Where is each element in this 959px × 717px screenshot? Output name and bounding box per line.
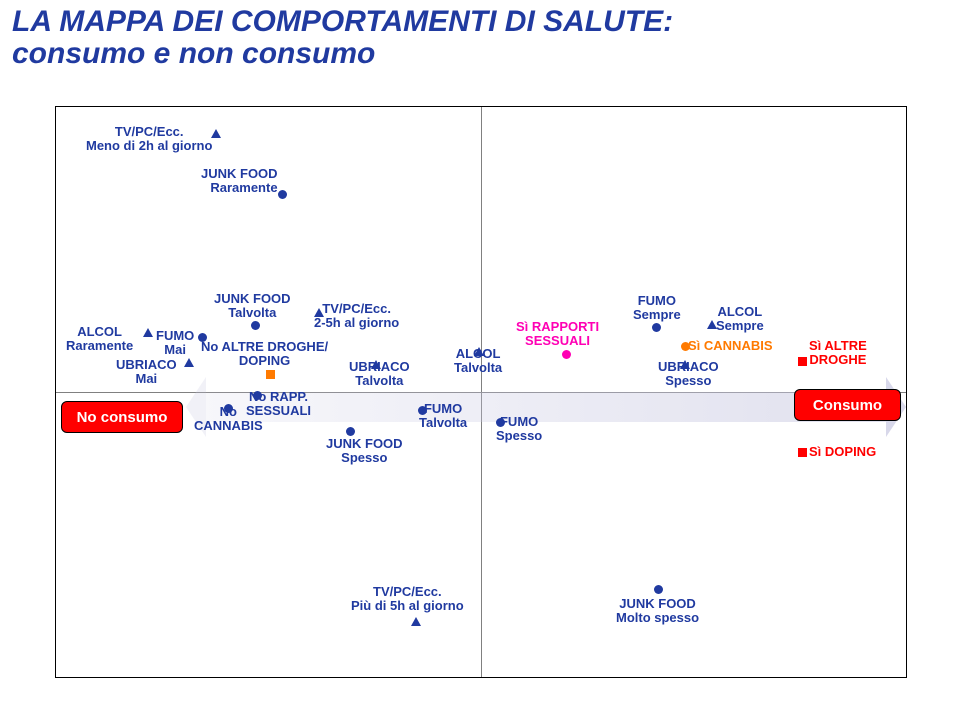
circle-icon [681,342,690,351]
circle-icon [654,585,663,594]
label-tvpc-mid: TV/PC/Ecc. 2-5h al giorno [314,302,399,331]
label-tvpc-top: TV/PC/Ecc. Meno di 2h al giorno [86,125,212,154]
label-alcol-raramente: ALCOL Raramente [66,325,133,354]
circle-icon [278,190,287,199]
circle-icon [346,427,355,436]
square-icon [798,357,807,366]
y-tick [481,269,482,276]
label-fumo-mai: FUMO Mai [156,329,194,358]
y-tick [481,637,482,644]
scatter-plot: TV/PC/Ecc. Meno di 2h al giorno JUNK FOO… [55,106,907,678]
square-icon [266,370,275,379]
title-line-1: LA MAPPA DEI COMPORTAMENTI DI SALUTE: [12,6,942,38]
label-tvpc-bottom: TV/PC/Ecc. Più di 5h al giorno [351,585,464,614]
badge-consumo: Consumo [794,389,901,421]
x-tick [116,392,123,393]
label-alcol-sempre: ALCOL Sempre [716,305,764,334]
triangle-icon [680,360,690,369]
circle-icon [251,321,260,330]
square-icon [798,448,807,457]
label-fumo-talvolta: FUMO Talvolta [419,402,467,431]
circle-icon [253,391,262,400]
triangle-icon [707,320,717,329]
badge-no-consumo: No consumo [61,401,183,433]
circle-icon [418,406,427,415]
label-junkfood-spesso: JUNK FOOD Spesso [326,437,403,466]
y-tick [481,147,482,154]
label-fumo-sempre: FUMO Sempre [633,294,681,323]
page-title: LA MAPPA DEI COMPORTAMENTI DI SALUTE: co… [12,6,942,69]
triangle-icon [211,129,221,138]
label-junkfood-raramente: JUNK FOOD Raramente [201,167,278,196]
triangle-icon [411,617,421,626]
label-si-altre-droghe: Sì ALTRE DROGHE [809,339,867,368]
triangle-icon [184,358,194,367]
label-si-cannabis: Sì CANNABIS [688,339,773,353]
circle-icon [496,418,505,427]
triangle-icon [314,308,324,317]
triangle-icon [474,347,484,356]
triangle-icon [143,328,153,337]
label-si-rapporti: Sì RAPPORTI SESSUALI [516,320,599,349]
label-ubriaco-mai: UBRIACO Mai [116,358,177,387]
label-junkfood-talvolta: JUNK FOOD Talvolta [214,292,291,321]
circle-icon [652,323,661,332]
y-tick [481,515,482,522]
triangle-icon [371,360,381,369]
title-line-2: consumo e non consumo [12,38,942,70]
label-si-doping: Sì DOPING [809,445,876,459]
label-junkfood-molto: JUNK FOOD Molto spesso [616,597,699,626]
circle-icon [562,350,571,359]
circle-icon [224,404,233,413]
label-no-altre-droghe: No ALTRE DROGHE/ DOPING [201,340,328,369]
